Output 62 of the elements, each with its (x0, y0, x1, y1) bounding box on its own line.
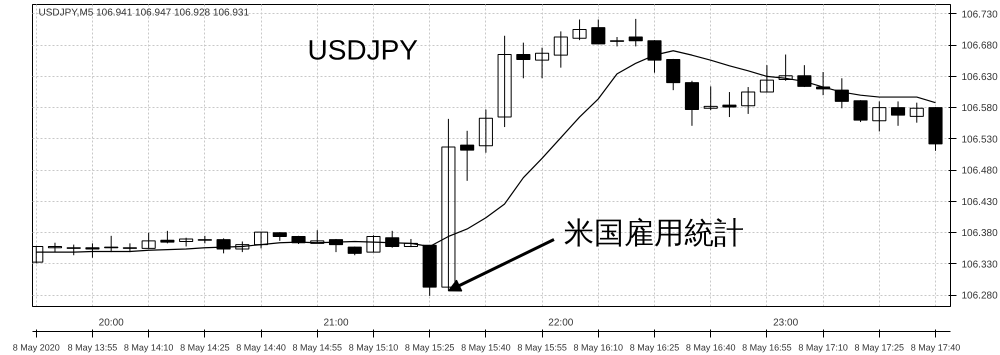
candlestick (834, 78, 849, 109)
x-tick-label: 8 May 14:10 (124, 342, 174, 352)
candlestick (160, 230, 174, 244)
candlestick (310, 230, 324, 244)
x2-tick-label: 21:00 (323, 318, 349, 328)
candlestick (516, 42, 530, 79)
y-tick-label: 106.480 (962, 166, 998, 177)
x2-tick-label: 22:00 (548, 318, 574, 328)
candlestick (854, 100, 868, 123)
x-tick-label: 8 May 15:55 (517, 342, 567, 352)
x-tick-label: 8 May 15:10 (348, 342, 398, 352)
candlestick (778, 54, 793, 82)
x2-tick-label: 20:00 (98, 318, 124, 328)
candlestick (628, 18, 643, 47)
candlestick (760, 64, 774, 93)
y-tick-label: 106.380 (962, 228, 998, 240)
candlestick (535, 47, 550, 79)
candlestick (554, 30, 568, 68)
candlestick (910, 102, 924, 124)
y-tick-label: 106.730 (962, 9, 998, 20)
x-tick-label: 8 May 17:40 (910, 342, 960, 352)
candlestick (722, 92, 736, 118)
x2-tick-label: 23:00 (773, 318, 799, 328)
x-tick-label: 8 May 15:40 (461, 342, 511, 352)
x-tick-label: 8 May 16:40 (686, 342, 736, 352)
x-tick-label: 8 May 16:25 (630, 342, 680, 352)
x-tick-label: 8 May 16:10 (574, 342, 624, 352)
candlestick (741, 86, 756, 114)
candlestick (498, 35, 512, 128)
candlestick (591, 19, 606, 44)
x-tick-label: 8 May 14:55 (292, 342, 342, 352)
candlestick (890, 100, 906, 126)
chart-subtitle: USDJPY,M5 106.941 106.947 106.928 106.931 (38, 8, 250, 18)
candlestick (385, 230, 400, 248)
annotation: 米国雇用統計 (564, 217, 744, 250)
y-tick-label: 106.680 (962, 40, 998, 52)
candlestick (610, 36, 624, 47)
x-tick-label: 8 May 17:25 (854, 342, 904, 352)
x-tick-label: 8 May 13:55 (68, 342, 118, 352)
y-tick-label: 106.580 (962, 103, 998, 114)
x-tick-label: 8 May 15:25 (404, 342, 454, 352)
text: USDJPY (308, 34, 418, 66)
y-tick-label: 106.630 (962, 72, 998, 83)
candlestick (704, 86, 718, 111)
candlestick (254, 232, 268, 249)
candlestick (460, 130, 474, 182)
y-tick-label: 106.530 (962, 134, 998, 146)
y-tick-label: 106.330 (962, 259, 998, 270)
candlestick (666, 58, 680, 91)
candlestick (142, 232, 156, 249)
candlestick (572, 19, 587, 41)
candlestick (797, 64, 812, 88)
x-tick-label: 8 May 17:10 (798, 342, 848, 352)
y-tick-label: 106.280 (962, 290, 998, 302)
x-tick-label: 8 May 2020 (12, 342, 60, 352)
candlestick (816, 72, 830, 96)
y-tick-label: 106.430 (962, 196, 998, 208)
x-tick-label: 8 May 14:25 (180, 342, 230, 352)
candlestick (872, 100, 886, 132)
candlestick (478, 109, 493, 154)
x-tick-label: 8 May 14:40 (236, 342, 286, 352)
x-tick-label: 8 May 16:55 (742, 342, 792, 352)
